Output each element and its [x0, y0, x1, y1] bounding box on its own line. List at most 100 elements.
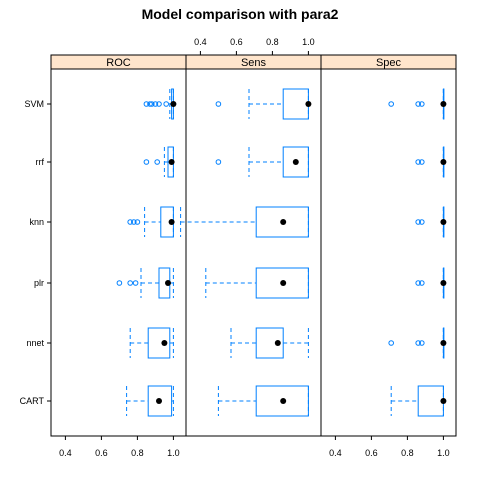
x-tick-label: 0.6: [95, 448, 108, 458]
median-dot: [274, 340, 281, 346]
outlier-point: [415, 219, 422, 225]
box-sens-nnet: [230, 327, 309, 359]
box-sens-cart: [217, 385, 309, 417]
box-spec-svm: [388, 88, 447, 120]
category-label-rrf: rrf: [36, 157, 45, 167]
outlier-point: [152, 101, 159, 107]
category-label-cart: CART: [20, 396, 45, 406]
median-dot: [440, 280, 447, 286]
strip-label: Spec: [376, 57, 402, 69]
outlier-point: [419, 280, 425, 286]
iqr-box: [417, 385, 444, 417]
iqr-box: [147, 327, 171, 359]
iqr-box: [282, 88, 309, 120]
box-roc-knn: [127, 206, 175, 238]
panel-frame: [320, 68, 457, 437]
box-sens-knn: [180, 206, 309, 238]
outlier-point: [215, 159, 222, 165]
box-roc-plr: [116, 267, 174, 299]
x-tick-label: 0.6: [230, 37, 243, 47]
panel-frame: [50, 68, 187, 437]
chart-title: Model comparison with para2: [142, 6, 339, 22]
median-dot: [280, 280, 287, 286]
median-dot: [440, 101, 447, 107]
median-dot: [170, 101, 177, 107]
panel-frame: [185, 68, 322, 437]
outlier-point: [127, 280, 133, 286]
outlier-point: [147, 101, 153, 107]
box-sens-rrf: [215, 146, 309, 178]
iqr-box: [147, 385, 173, 417]
category-label-nnet: nnet: [26, 338, 44, 348]
category-label-svm: SVM: [24, 99, 44, 109]
box-roc-svm: [143, 88, 177, 120]
iqr-box: [282, 146, 309, 178]
outlier-point: [143, 159, 150, 165]
x-tick-label: 0.8: [131, 448, 144, 458]
outlier-point: [415, 101, 422, 107]
outlier-point: [388, 101, 395, 107]
axes-layer: CART nnet plr knn rrf SVM 0.4 0.6 0.8 1.0 0.4 0.6 0.…: [20, 37, 450, 458]
x-tick-label: 1.0: [437, 448, 450, 458]
box-sens-svm: [215, 88, 312, 120]
median-dot: [440, 219, 447, 225]
outlier-point: [132, 280, 139, 286]
box-spec-nnet: [388, 327, 447, 359]
strip-label: Sens: [241, 57, 267, 69]
box-roc-nnet: [129, 327, 174, 359]
median-dot: [168, 219, 175, 225]
outlier-point: [131, 219, 137, 225]
iqr-box: [255, 206, 309, 238]
median-dot: [165, 280, 171, 286]
box-roc-rrf: [143, 146, 175, 178]
outlier-point: [415, 159, 422, 165]
outlier-point: [163, 101, 169, 107]
median-dot: [440, 159, 447, 165]
median-dot: [305, 101, 312, 107]
median-dot: [156, 398, 162, 404]
outlier-point: [419, 340, 425, 346]
outlier-point: [134, 219, 141, 225]
outlier-point: [415, 280, 422, 286]
outlier-point: [388, 340, 395, 346]
outlier-point: [116, 280, 123, 286]
panel-spec: Spec: [320, 54, 457, 437]
median-dot: [440, 398, 447, 404]
iqr-box: [255, 385, 309, 417]
x-tick-label: 0.8: [266, 37, 279, 47]
category-label-knn: knn: [29, 217, 44, 227]
outlier-point: [419, 219, 425, 225]
box-sens-plr: [205, 267, 309, 299]
x-tick-label: 0.4: [329, 448, 342, 458]
outlier-point: [215, 101, 222, 107]
box-spec-cart: [390, 385, 447, 417]
strip-label: ROC: [106, 57, 131, 69]
median-dot: [161, 340, 168, 346]
outlier-point: [154, 159, 160, 165]
median-dot: [280, 398, 287, 404]
outlier-point: [419, 101, 425, 107]
median-dot: [280, 219, 287, 225]
outlier-point: [149, 101, 155, 107]
x-tick-label: 1.0: [167, 448, 180, 458]
panel-roc: ROC: [50, 54, 187, 437]
box-spec-plr: [415, 267, 447, 299]
box-roc-cart: [126, 385, 174, 417]
box-spec-knn: [415, 206, 447, 238]
category-label-plr: plr: [34, 278, 44, 288]
median-dot: [440, 340, 447, 346]
x-tick-label: 0.4: [194, 37, 207, 47]
box-spec-rrf: [415, 146, 447, 178]
outlier-point: [127, 219, 133, 225]
outlier-point: [419, 159, 425, 165]
x-tick-label: 0.4: [59, 448, 72, 458]
outlier-point: [156, 101, 162, 107]
x-tick-label: 0.8: [401, 448, 414, 458]
panel-sens: Sens: [180, 54, 322, 437]
panels-layer: ROC Sens Spec: [50, 54, 457, 437]
iqr-box: [255, 267, 309, 299]
x-tick-label: 0.6: [365, 448, 378, 458]
iqr-box: [255, 327, 284, 359]
median-dot: [292, 159, 299, 165]
